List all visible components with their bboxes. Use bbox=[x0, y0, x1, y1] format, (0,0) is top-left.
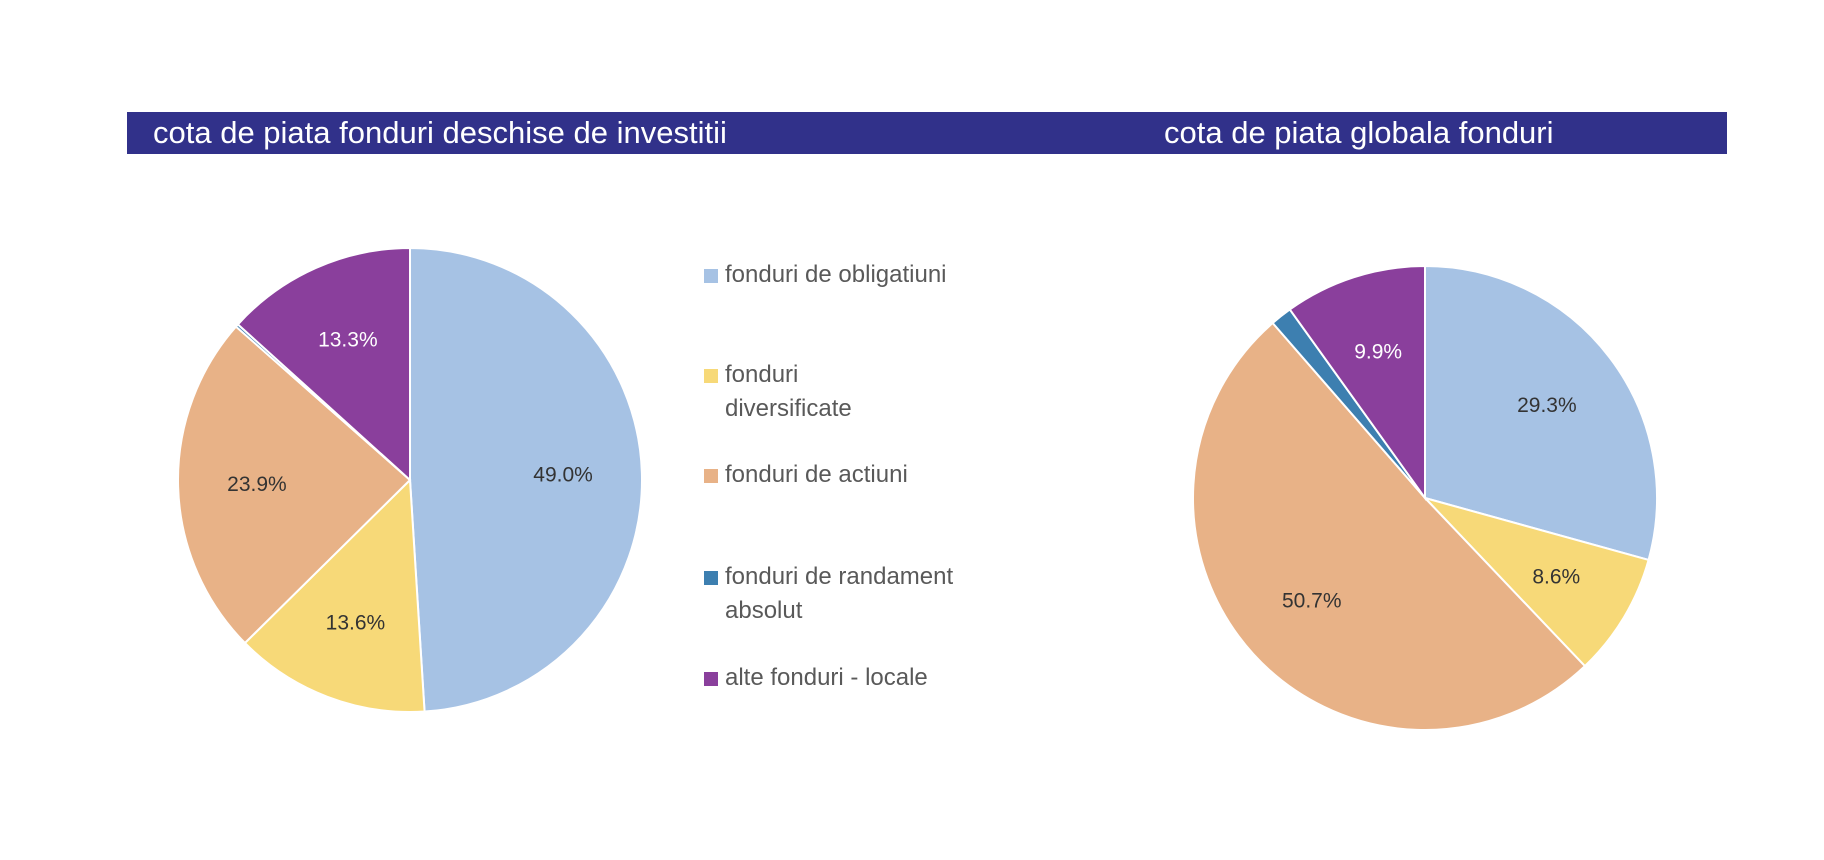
pie-slice-fonduri-de-actiuni bbox=[1192, 321, 1587, 731]
pie-slice-alte-fonduri-locale bbox=[236, 246, 411, 483]
legend-label: fonduri diversificate bbox=[725, 361, 852, 422]
data-label-fonduri-diversificate: 13.6% bbox=[326, 612, 386, 635]
pie-slice-fonduri-de-obligatiuni bbox=[1424, 264, 1658, 562]
right-pie-chart: 29.3% 8.6% 50.7% 9.9% bbox=[1192, 264, 1658, 731]
legend-swatch bbox=[704, 269, 718, 283]
pie-slice-fonduri-de-obligatiuni bbox=[409, 246, 643, 713]
data-label-fonduri-de-obligatiuni: 29.3% bbox=[1517, 394, 1577, 417]
legend-label: fonduri de obligatiuni bbox=[725, 261, 947, 288]
data-label-fonduri-de-actiuni: 23.9% bbox=[227, 473, 287, 496]
left-pie-chart: 49.0% 13.6% 23.9% 13.3% bbox=[177, 246, 643, 713]
legend-swatch bbox=[704, 469, 718, 483]
legend-swatch bbox=[704, 571, 718, 585]
data-label-fonduri-diversificate: 8.6% bbox=[1532, 565, 1580, 588]
left-chart-title: cota de piata fonduri deschise de invest… bbox=[153, 115, 727, 150]
legend-label: fonduri de actiuni bbox=[725, 461, 908, 488]
right-chart-title: cota de piata globala fonduri bbox=[1164, 115, 1554, 150]
pie-slice-fonduri-de-actiuni bbox=[177, 325, 412, 645]
data-label-alte-fonduri-locale: 9.9% bbox=[1354, 341, 1402, 364]
data-label-fonduri-de-obligatiuni: 49.0% bbox=[533, 464, 593, 487]
data-label-alte-fonduri-locale: 13.3% bbox=[318, 329, 378, 352]
pie-slice-fonduri-diversificate bbox=[1421, 496, 1650, 668]
pie-slice-alte-fonduri-locale bbox=[1288, 264, 1426, 502]
pie-slice-fonduri-diversificate bbox=[243, 477, 426, 713]
legend-label: alte fonduri - locale bbox=[725, 664, 928, 691]
title-banner: cota de piata fonduri deschise de invest… bbox=[127, 112, 1727, 154]
legend-swatch bbox=[704, 672, 718, 686]
data-label-fonduri-de-actiuni: 50.7% bbox=[1282, 590, 1342, 613]
legend-swatch bbox=[704, 369, 718, 383]
legend-label: fonduri de randament absolut bbox=[725, 563, 954, 624]
